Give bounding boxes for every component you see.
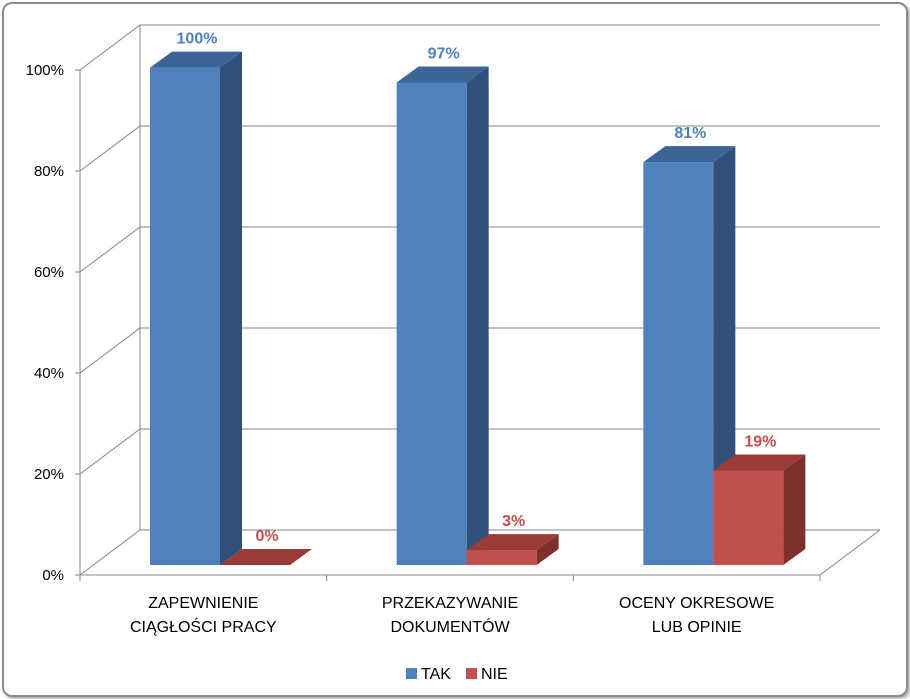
side-gridline	[79, 529, 141, 576]
side-gridline	[79, 428, 141, 475]
y-tick-label: 100%	[26, 62, 64, 79]
bar-tak	[396, 82, 467, 566]
bar-nie	[466, 550, 537, 565]
bar-nie-top	[713, 454, 806, 471]
y-tick-label: 40%	[34, 365, 64, 382]
data-label-tak: 97%	[428, 45, 460, 62]
data-label-tak: 100%	[177, 31, 218, 48]
y-tick-label: 20%	[34, 466, 64, 483]
x-tick-label: OCENY OKRESOWE	[619, 595, 774, 612]
bar-nie-top	[466, 534, 559, 551]
data-label-nie: 0%	[255, 528, 278, 545]
bar-tak-top	[396, 66, 489, 83]
bar-nie-top	[220, 549, 312, 565]
bar-nie-side	[536, 534, 559, 565]
x-tick-label: DOKUMENTÓW	[390, 617, 510, 636]
bar-tak	[643, 162, 714, 565]
bar-tak-side	[466, 66, 489, 566]
bar-nie-side	[783, 454, 806, 565]
side-gridline	[79, 327, 141, 374]
x-tick-label: PRZEKAZYWANIE	[382, 595, 518, 612]
bar-tak-side	[220, 51, 242, 565]
floor-right-edge	[819, 529, 881, 576]
data-label-nie: 19%	[744, 433, 776, 450]
bar-tak-top	[150, 51, 242, 68]
legend-swatch-tak	[406, 668, 417, 679]
y-tick-label: 60%	[34, 264, 64, 281]
x-tick-label: ZAPEWNIENIE	[148, 595, 258, 612]
bar-tak-top	[643, 146, 736, 163]
x-tick-label: CIĄGŁOŚCI PRACY	[130, 617, 277, 636]
data-label-nie: 3%	[502, 513, 525, 530]
side-gridline	[79, 125, 141, 172]
legend-label-tak: TAK	[421, 666, 451, 683]
y-tick-label: 80%	[34, 163, 64, 180]
legend-label-nie: NIE	[481, 666, 508, 683]
x-tick-label: LUB OPINIE	[652, 619, 742, 636]
bar-nie	[713, 470, 784, 565]
y-tick-label: 0%	[42, 567, 64, 584]
side-gridline	[79, 24, 141, 71]
data-label-tak: 81%	[674, 125, 706, 142]
legend-swatch-nie	[466, 668, 477, 679]
side-gridline	[79, 226, 141, 273]
bar-tak	[150, 67, 220, 565]
